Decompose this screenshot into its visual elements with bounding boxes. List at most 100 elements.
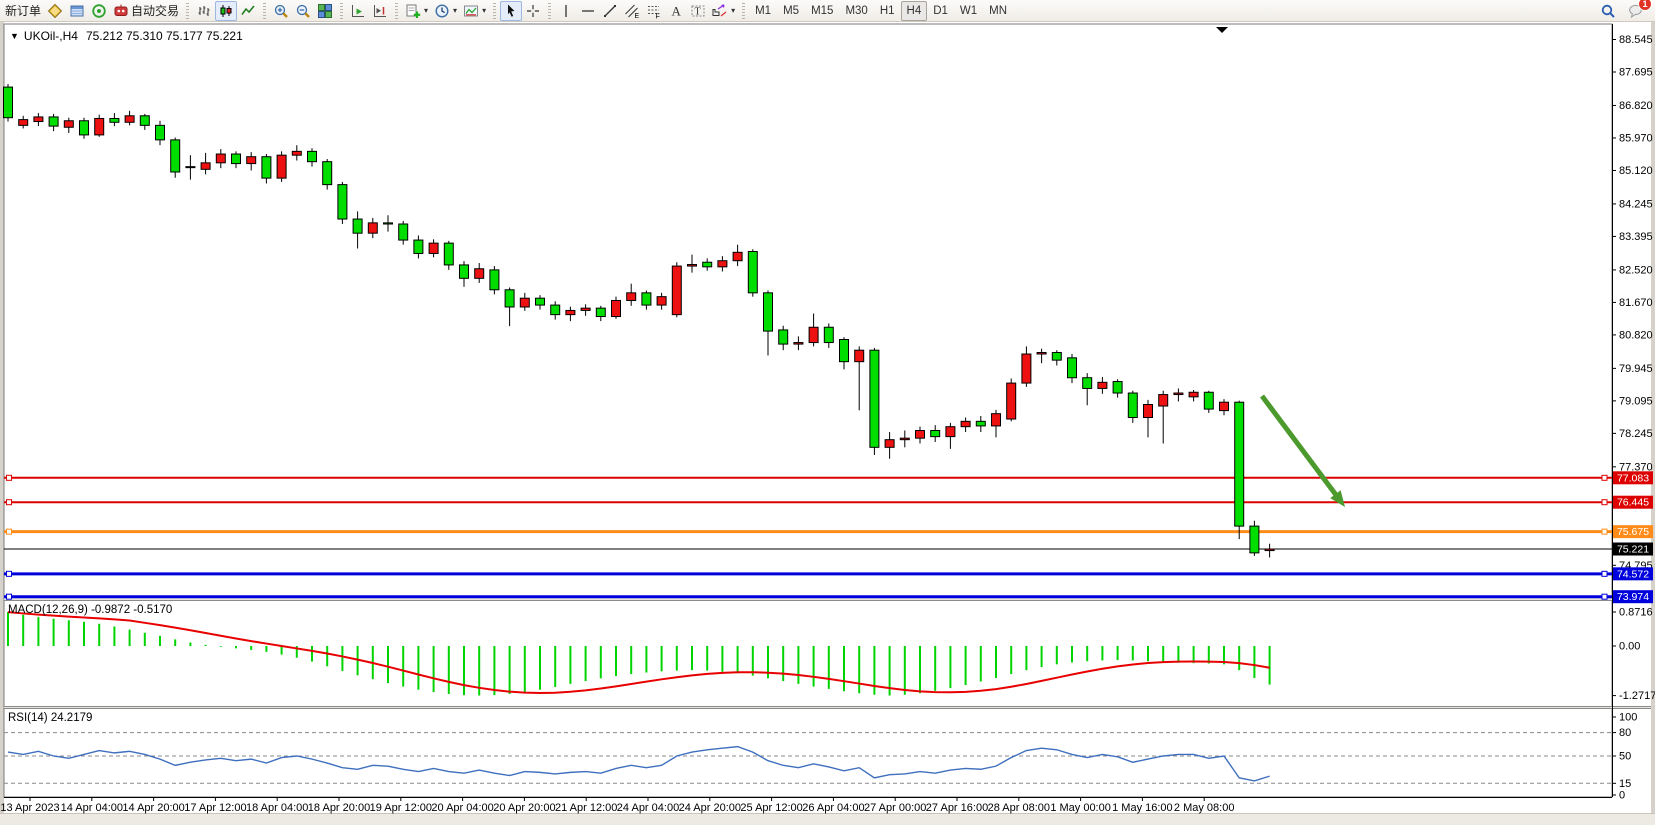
candle — [124, 115, 135, 123]
timeframe-button-h4[interactable]: H4 — [900, 0, 928, 21]
candle-chart-icon — [218, 3, 234, 19]
market-watch-button[interactable] — [44, 1, 66, 21]
arrows-icon — [712, 3, 728, 19]
timeframe-button-m1[interactable]: M1 — [755, 4, 772, 17]
chevron-down-icon[interactable]: ▾ — [424, 6, 429, 15]
candle — [1143, 404, 1153, 419]
templates-button[interactable]: ▾ — [460, 1, 489, 21]
chevron-down-icon[interactable]: ▾ — [731, 6, 736, 15]
bar-chart-button[interactable] — [193, 1, 215, 21]
candle — [33, 116, 44, 123]
equidistant-channel-button[interactable]: E — [621, 1, 643, 21]
tile-windows-button[interactable] — [314, 1, 336, 21]
line-handle[interactable] — [1601, 499, 1608, 506]
svg-text:18 Apr 20:00: 18 Apr 20:00 — [308, 802, 370, 814]
zoom-out-button[interactable] — [292, 1, 314, 21]
line-chart-button[interactable] — [237, 1, 259, 21]
rsi-pane[interactable]: 100 80 50 150 — [4, 712, 1637, 802]
line-handle[interactable] — [1601, 528, 1608, 535]
candle — [595, 307, 606, 318]
price-hline-object[interactable] — [4, 593, 1612, 600]
text-button[interactable]: A — [665, 1, 687, 21]
data-window-button[interactable] — [66, 1, 88, 21]
svg-text:27 Apr 00:00: 27 Apr 00:00 — [864, 802, 926, 814]
candle — [352, 218, 363, 234]
current-price-line: 75.221 — [4, 542, 1653, 556]
price-hline-object[interactable] — [4, 499, 1612, 506]
vertical-line-button[interactable] — [555, 1, 577, 21]
candle — [823, 326, 834, 344]
line-handle[interactable] — [6, 528, 12, 535]
candle — [1249, 525, 1260, 554]
line-handle[interactable] — [1601, 593, 1608, 600]
line-handle[interactable] — [6, 570, 12, 577]
candle — [291, 150, 302, 156]
rsi-label: RSI(14) 24.2179 — [8, 712, 93, 724]
auto-scroll-icon — [350, 3, 366, 19]
line-handle[interactable] — [6, 474, 12, 481]
chart-window[interactable]: 88.545 87.695 86.820 85.970 85.120 84.245 83.3… — [0, 22, 1655, 825]
search-button[interactable] — [1597, 1, 1619, 21]
trend-arrow-object[interactable] — [1259, 394, 1345, 507]
symbol-dropdown-marker[interactable]: ▼ — [10, 31, 19, 41]
price-hline-object[interactable] — [4, 528, 1612, 535]
candle — [307, 150, 317, 163]
candle — [504, 289, 515, 308]
fibonacci-button[interactable]: F — [643, 1, 665, 21]
crosshair-button[interactable] — [522, 1, 544, 21]
candle — [322, 161, 333, 186]
candle — [1203, 391, 1214, 410]
trendline-button[interactable] — [599, 1, 621, 21]
toolbar-separator — [548, 2, 552, 19]
chart-shift-marker[interactable] — [1216, 27, 1228, 33]
macd-pane[interactable]: 0.8716 0.00 -1.2717 — [7, 607, 1655, 703]
time-axis[interactable]: 13 Apr 2023 14 Apr 04:00 14 Apr 20:00 17 Ap… — [0, 797, 1612, 814]
candle — [1021, 353, 1032, 384]
svg-text:73.974: 73.974 — [1617, 591, 1649, 603]
line-handle[interactable] — [6, 593, 12, 600]
chart-canvas[interactable]: 88.545 87.695 86.820 85.970 85.120 84.245 83.3… — [0, 22, 1655, 825]
zoom-in-button[interactable] — [270, 1, 292, 21]
periods-button[interactable]: ▾ — [431, 1, 460, 21]
timeframe-button-w1[interactable]: W1 — [959, 4, 978, 17]
pane-splitter[interactable] — [4, 706, 1651, 709]
chevron-down-icon[interactable]: ▾ — [453, 6, 458, 15]
svg-text:F: F — [656, 13, 660, 19]
line-handle[interactable] — [6, 499, 12, 506]
line-handle[interactable] — [1601, 570, 1608, 577]
horizontal-line-button[interactable] — [577, 1, 599, 21]
svg-text:100: 100 — [1619, 712, 1637, 724]
timeframe-button-m30[interactable]: M30 — [845, 4, 868, 17]
svg-text:27 Apr 16:00: 27 Apr 16:00 — [926, 802, 988, 814]
macd-label: MACD(12,26,9) -0.9872 -0.5170 — [8, 604, 173, 616]
text-label-button[interactable]: T — [687, 1, 709, 21]
macd-signal-line — [7, 611, 1270, 695]
chart-shift-button[interactable] — [369, 1, 391, 21]
timeframe-button-mn[interactable]: MN — [989, 4, 1008, 17]
timeframe-button-m15[interactable]: M15 — [811, 4, 834, 17]
candle — [398, 223, 409, 241]
candlestick-chart-button[interactable] — [215, 0, 238, 21]
timeframe-button-h1[interactable]: H1 — [879, 4, 895, 17]
timeframe-button-m5[interactable]: M5 — [783, 4, 800, 17]
autotrading-button[interactable]: 自动交易 — [110, 1, 182, 21]
candle — [1173, 392, 1184, 396]
price-hline-object[interactable] — [4, 474, 1612, 481]
fibonacci-icon: F — [646, 3, 662, 19]
candle — [671, 265, 682, 316]
signals-button[interactable] — [88, 1, 110, 21]
candle — [1067, 357, 1077, 379]
auto-scroll-button[interactable] — [347, 1, 369, 21]
line-handle[interactable] — [1601, 474, 1608, 481]
label-icon: T — [690, 3, 706, 19]
candle — [975, 420, 986, 427]
new-chart-button[interactable]: ▾ — [402, 1, 431, 21]
cursor-button[interactable] — [500, 0, 523, 21]
chevron-down-icon[interactable]: ▾ — [482, 6, 487, 15]
new-order-button[interactable]: 新订单 — [2, 1, 44, 21]
timeframe-button-d1[interactable]: D1 — [933, 4, 948, 17]
arrows-button[interactable]: ▾ — [709, 1, 738, 21]
svg-text:80: 80 — [1619, 727, 1631, 739]
periods-icon — [434, 3, 450, 19]
price-hline-object[interactable] — [4, 570, 1612, 577]
